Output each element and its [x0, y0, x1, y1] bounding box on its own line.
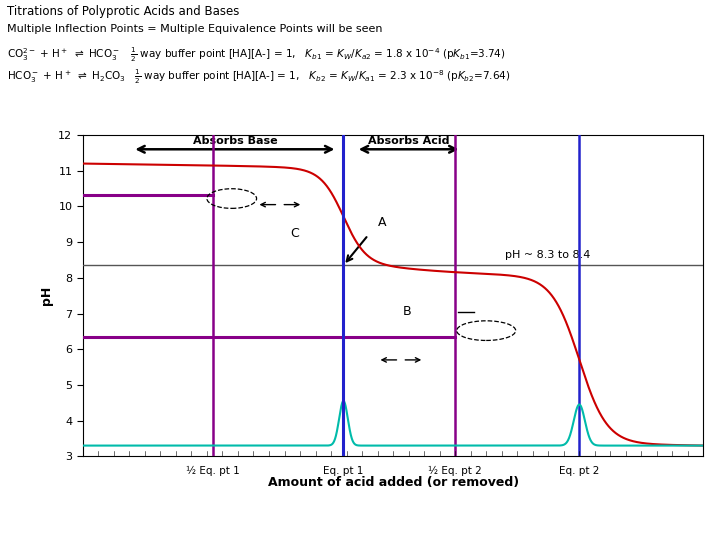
- Text: A: A: [377, 216, 386, 229]
- Text: Multiple Inflection Points = Multiple Equivalence Points will be seen: Multiple Inflection Points = Multiple Eq…: [7, 24, 383, 35]
- Text: $\rm HCO_3^-$ + H$^+$ $\rightleftharpoons$ H$_2$CO$_3$   $\frac{1}{2}$ way buffe: $\rm HCO_3^-$ + H$^+$ $\rightleftharpoon…: [7, 68, 510, 86]
- Text: B: B: [402, 305, 411, 318]
- Text: pH ~ 8.3 to 8.4: pH ~ 8.3 to 8.4: [505, 249, 590, 260]
- Text: ½ Eq. pt 2: ½ Eq. pt 2: [428, 467, 482, 476]
- Y-axis label: pH: pH: [40, 286, 53, 305]
- Text: Eq. pt 2: Eq. pt 2: [559, 467, 600, 476]
- X-axis label: Amount of acid added (or removed): Amount of acid added (or removed): [268, 476, 518, 489]
- Text: Absorbs Base: Absorbs Base: [192, 137, 277, 146]
- Text: ½ Eq. pt 1: ½ Eq. pt 1: [186, 467, 240, 476]
- Text: $\rm CO_3^{2-}$ + H$^+$ $\rightleftharpoons$ HCO$_3^-$   $\frac{1}{2}$ way buffe: $\rm CO_3^{2-}$ + H$^+$ $\rightleftharpo…: [7, 46, 505, 64]
- Text: C: C: [291, 227, 300, 240]
- Text: Eq. pt 1: Eq. pt 1: [323, 467, 364, 476]
- Text: Titrations of Polyprotic Acids and Bases: Titrations of Polyprotic Acids and Bases: [7, 5, 240, 18]
- Text: Absorbs Acid: Absorbs Acid: [368, 137, 449, 146]
